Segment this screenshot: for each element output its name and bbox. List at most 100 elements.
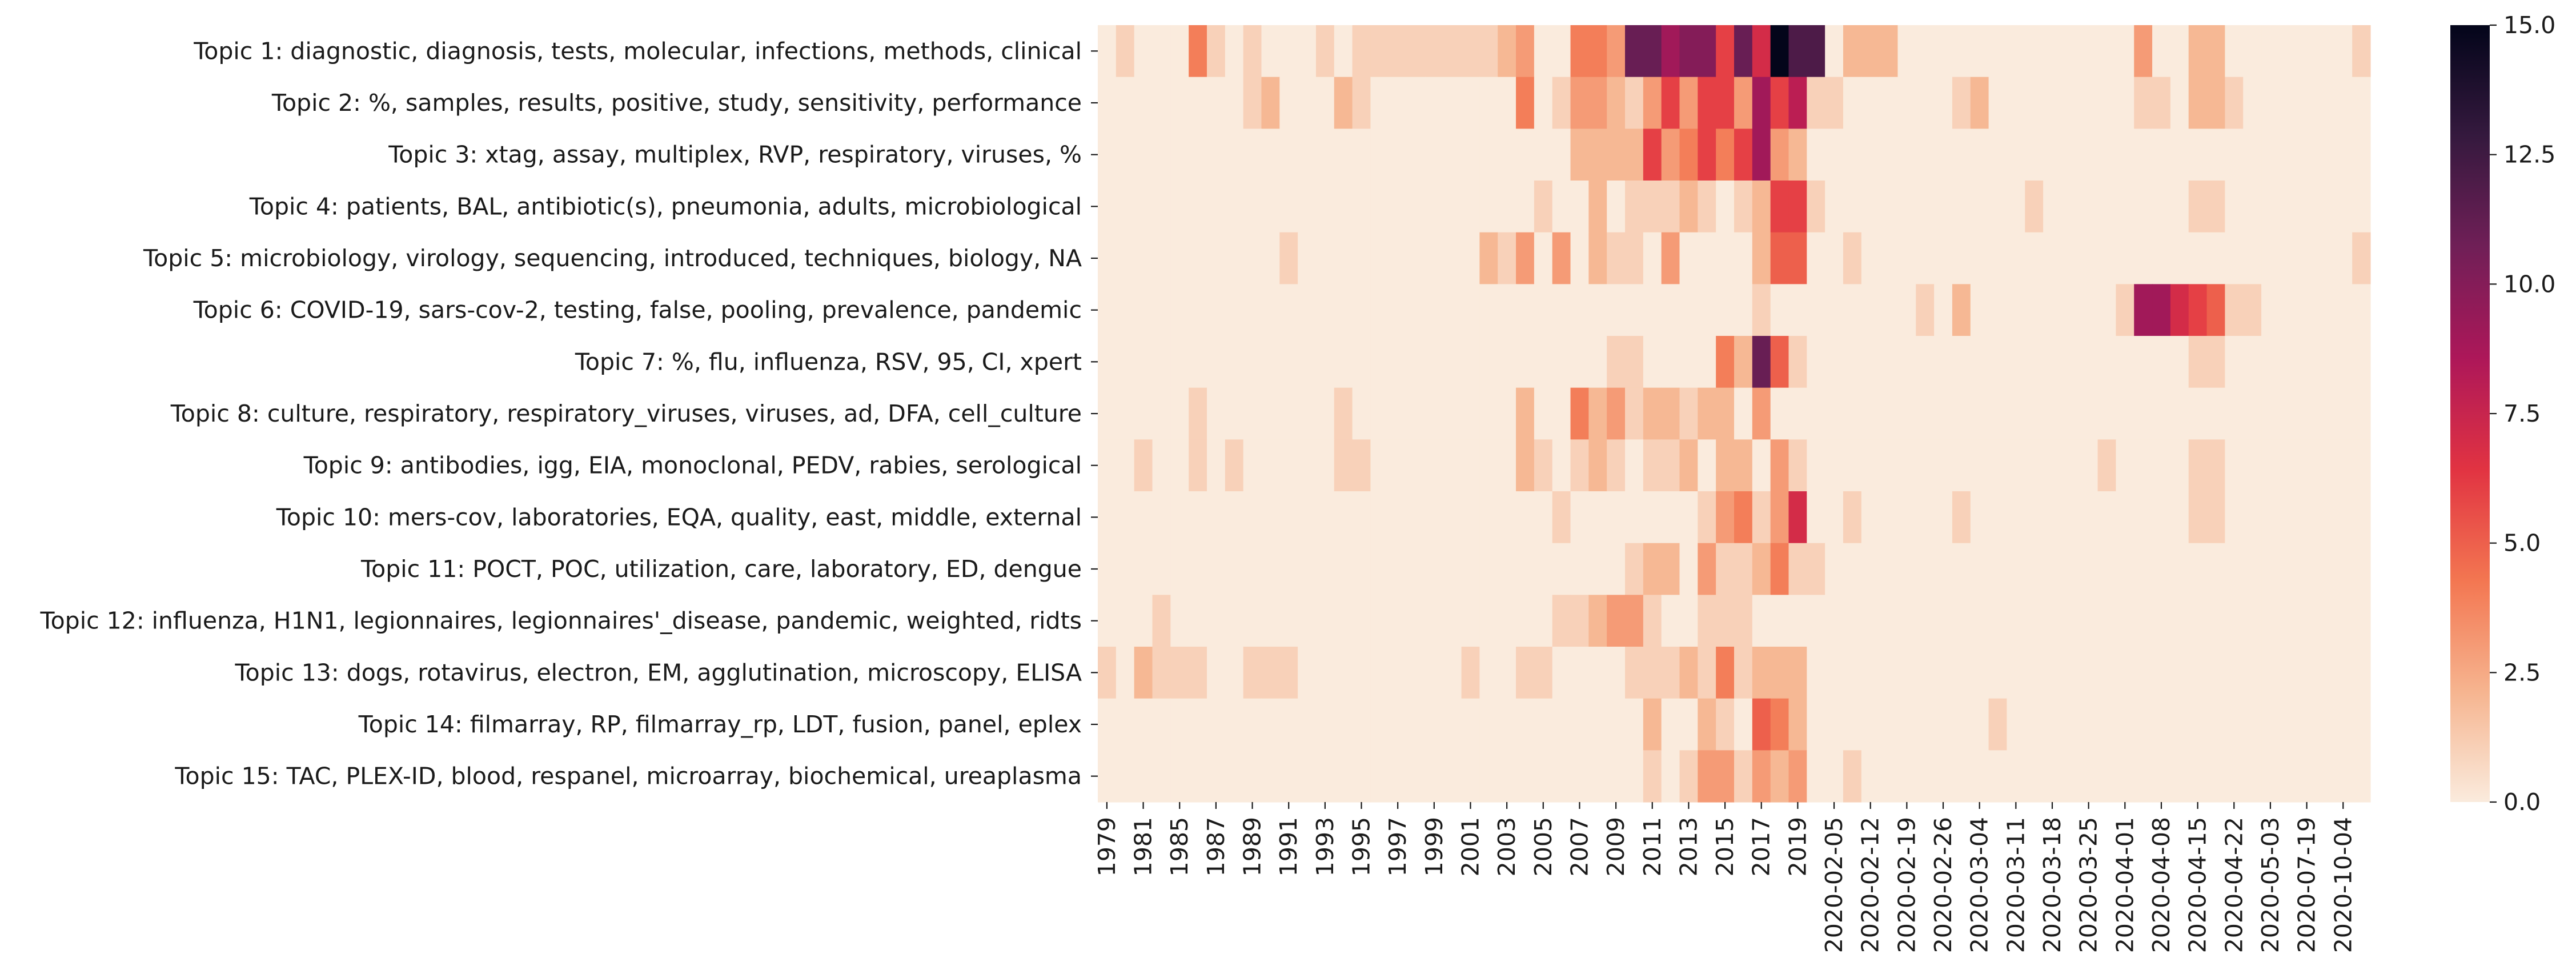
heatmap-cell	[2170, 25, 2189, 78]
heatmap-cell	[1843, 129, 1862, 181]
heatmap-cell	[1643, 439, 1662, 492]
heatmap-cell	[1352, 387, 1371, 440]
heatmap-cell	[1934, 77, 1953, 129]
heatmap-cell	[1861, 491, 1880, 544]
heatmap-cell	[1788, 181, 1807, 233]
heatmap-cell	[1788, 129, 1807, 181]
heatmap-cell	[2206, 232, 2225, 284]
heatmap-cell	[1225, 77, 1244, 129]
heatmap-cell	[2043, 439, 2062, 492]
heatmap-cell	[2061, 647, 2080, 699]
heatmap-cell	[1970, 698, 1989, 751]
heatmap-cell	[1498, 25, 1516, 78]
heatmap-cell	[2025, 387, 2044, 440]
heatmap-cell	[1716, 129, 1735, 181]
heatmap-cell	[1261, 543, 1280, 595]
heatmap-cell	[1116, 750, 1135, 803]
heatmap-cell	[1189, 336, 1207, 388]
heatmap-cell	[2116, 491, 2134, 544]
heatmap-cell	[1897, 387, 1916, 440]
heatmap-cell	[1407, 181, 1426, 233]
heatmap-cell	[2079, 750, 2098, 803]
heatmap-cell	[1661, 439, 1680, 492]
heatmap-cell	[1334, 491, 1353, 544]
heatmap-cell	[2225, 543, 2244, 595]
heatmap-cell	[1098, 129, 1117, 181]
heatmap-cell	[2061, 543, 2080, 595]
heatmap-cell	[2279, 129, 2298, 181]
x-tick-label: 2020-04-08	[2148, 817, 2175, 953]
heatmap-cell	[1952, 491, 1971, 544]
heatmap-cell	[1716, 491, 1735, 544]
heatmap-cell	[1498, 543, 1516, 595]
heatmap-cell	[2297, 336, 2317, 388]
heatmap-cell	[1298, 77, 1317, 129]
heatmap-cell	[1098, 25, 1117, 78]
heatmap-cell	[1389, 491, 1407, 544]
heatmap-cell	[1116, 232, 1135, 284]
heatmap-cell	[1225, 491, 1244, 544]
heatmap-cell	[1843, 232, 1862, 284]
heatmap-cell	[1916, 439, 1935, 492]
heatmap-cell	[1134, 284, 1153, 336]
heatmap-cell	[1170, 439, 1189, 492]
heatmap-cell	[1407, 129, 1426, 181]
heatmap-cell	[1825, 595, 1844, 647]
colorbar-tick-label: 15.0	[2503, 11, 2555, 39]
heatmap-cell	[1679, 595, 1698, 647]
heatmap-cell	[1607, 129, 1626, 181]
heatmap-cell	[1098, 647, 1117, 699]
heatmap-cell	[1970, 25, 1989, 78]
heatmap-cell	[1315, 232, 1335, 284]
heatmap-cell	[2079, 284, 2098, 336]
heatmap-cell	[2188, 25, 2208, 78]
heatmap-cell	[1588, 750, 1607, 803]
heatmap-cell	[2352, 25, 2371, 78]
heatmap-cell	[1843, 77, 1862, 129]
heatmap-cell	[1916, 698, 1935, 751]
heatmap-cell	[2097, 647, 2116, 699]
heatmap-cell	[1315, 647, 1335, 699]
heatmap-cell	[1315, 750, 1335, 803]
colorbar-tick-label: 0.0	[2503, 788, 2541, 816]
heatmap-cell	[2261, 595, 2280, 647]
y-tick-label: Topic 9: antibodies, igg, EIA, monoclona…	[303, 452, 1082, 479]
heatmap-cell	[1425, 491, 1444, 544]
heatmap-cell	[1807, 181, 1825, 233]
heatmap-cell	[2097, 25, 2116, 78]
heatmap-cell	[1679, 543, 1698, 595]
heatmap-cell	[1879, 77, 1899, 129]
heatmap-cell	[1807, 129, 1825, 181]
heatmap-cell	[1916, 750, 1935, 803]
heatmap-cell	[2152, 698, 2171, 751]
heatmap-cell	[1170, 543, 1189, 595]
heatmap-cell	[1988, 181, 2008, 233]
heatmap-cell	[2116, 698, 2134, 751]
heatmap-cell	[1588, 647, 1607, 699]
heatmap-cell	[1807, 25, 1825, 78]
heatmap-cell	[1807, 336, 1825, 388]
heatmap-cell	[2316, 543, 2334, 595]
y-tick-label: Topic 14: filmarray, RP, filmarray_rp, L…	[358, 711, 1082, 738]
heatmap-cell	[1643, 387, 1662, 440]
heatmap-cell	[2316, 698, 2334, 751]
heatmap-cell	[2279, 698, 2298, 751]
heatmap-cell	[1370, 543, 1389, 595]
x-tick-label: 2020-05-03	[2257, 817, 2284, 953]
heatmap-cell	[1134, 647, 1153, 699]
heatmap-cell	[1243, 698, 1262, 751]
heatmap-cell	[2206, 336, 2225, 388]
heatmap-cell	[1498, 336, 1516, 388]
heatmap-cell	[1825, 698, 1844, 751]
heatmap-cell	[1334, 336, 1353, 388]
heatmap-cell	[1315, 595, 1335, 647]
heatmap-cell	[1152, 595, 1171, 647]
heatmap-cell	[2061, 595, 2080, 647]
heatmap-cell	[1934, 232, 1953, 284]
heatmap-cell	[2116, 232, 2134, 284]
heatmap-cell	[1534, 232, 1553, 284]
colorbar	[2450, 25, 2490, 802]
heatmap-cell	[1588, 698, 1607, 751]
heatmap-cell	[1552, 698, 1571, 751]
x-tick-label: 2020-02-05	[1820, 817, 1848, 953]
